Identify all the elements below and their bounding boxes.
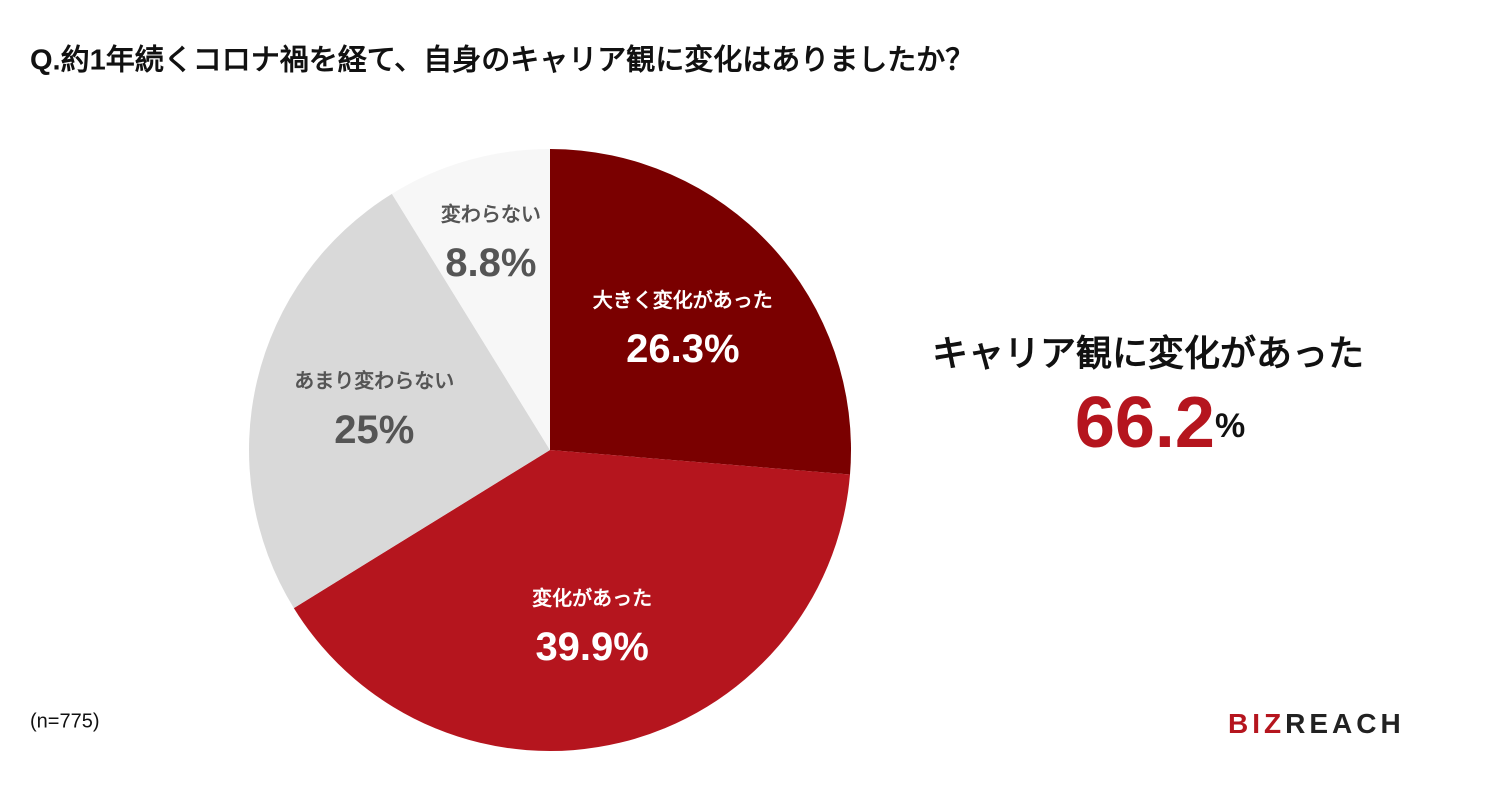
- summary-label: キャリア観に変化があった: [932, 333, 1364, 374]
- slice-category: 変わらない: [441, 202, 541, 226]
- slice-value-label: 39.9%: [535, 625, 648, 669]
- summary-number: 66.2: [1075, 383, 1215, 463]
- slice-value-label: 26.3%: [626, 327, 739, 371]
- pie-slice: [391, 149, 550, 450]
- slice-category: あまり変わらない: [294, 369, 454, 393]
- slice-value-label: 8.8%: [445, 241, 536, 285]
- slice-value-label: 25%: [334, 408, 414, 452]
- chart-title: Q.約1年続くコロナ禍を経て、自身のキャリア観に変化はありましたか？: [30, 43, 974, 77]
- logo-accent: BIZ: [1228, 708, 1285, 739]
- slice-category: 変化があった: [532, 586, 652, 610]
- pie-slice: [248, 193, 550, 609]
- pie: 大きく変化があった 26.3% 変化があった 39.9% あまり変わらない 25% 変わらな…: [248, 149, 851, 751]
- logo: BIZREACH: [1228, 708, 1405, 739]
- pie-slice: [293, 450, 850, 751]
- summary-value: 66.2%: [1075, 383, 1245, 463]
- summary-unit: %: [1215, 407, 1245, 445]
- logo-rest: REACH: [1285, 708, 1405, 739]
- pie-slice: [550, 149, 851, 475]
- slice-category: 大きく変化があった: [593, 288, 773, 312]
- sample-note: (n=775): [30, 710, 100, 732]
